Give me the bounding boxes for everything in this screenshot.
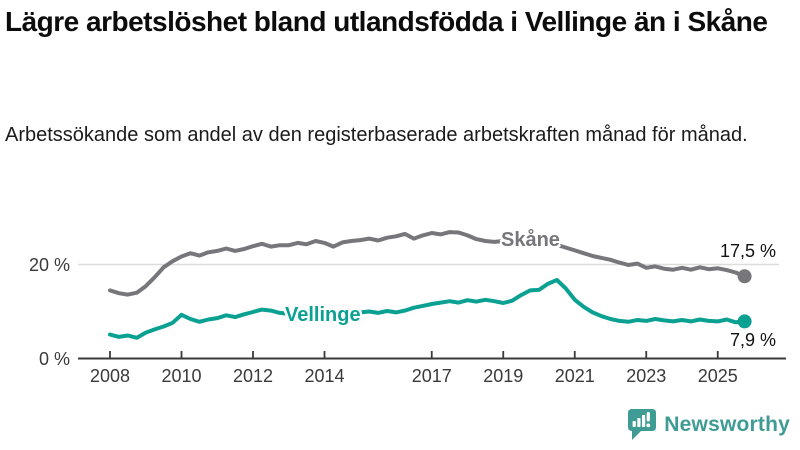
newsworthy-branding: Newsworthy [628, 409, 790, 441]
end-value-label-skane: 17,5 % [719, 241, 776, 261]
chart-title: Lägre arbetslöshet bland utlandsfödda i … [5, 6, 768, 37]
x-tick-label: 2008 [89, 366, 131, 386]
chart-subtitle: Arbetssökande som andel av den registerb… [5, 124, 748, 146]
x-tick-label: 2014 [304, 366, 345, 386]
vellinge-end-dot [737, 314, 752, 329]
skane-line [108, 230, 747, 297]
newsworthy-logo-icon [628, 409, 657, 440]
x-tick-label: 2023 [626, 366, 667, 386]
x-tick-label: 2010 [161, 366, 202, 386]
skane-end-dot [737, 269, 752, 284]
end-value-label-vellinge: 7,9 % [729, 330, 776, 350]
x-tick-label: 2021 [554, 366, 595, 386]
vellinge-line [108, 278, 747, 340]
x-tick-label: 2019 [483, 366, 524, 386]
series-label-skane: Skåne [501, 229, 560, 251]
x-tick-label: 2012 [232, 366, 274, 386]
x-tick-label: 2017 [411, 366, 452, 386]
y-axis-label-20: 20 % [28, 255, 70, 275]
y-axis-label-0: 0 % [38, 349, 70, 369]
series-label-vellinge: Vellinge [285, 304, 361, 326]
newsworthy-wordmark: Newsworthy [664, 413, 790, 436]
x-tick-label: 2025 [697, 366, 738, 386]
